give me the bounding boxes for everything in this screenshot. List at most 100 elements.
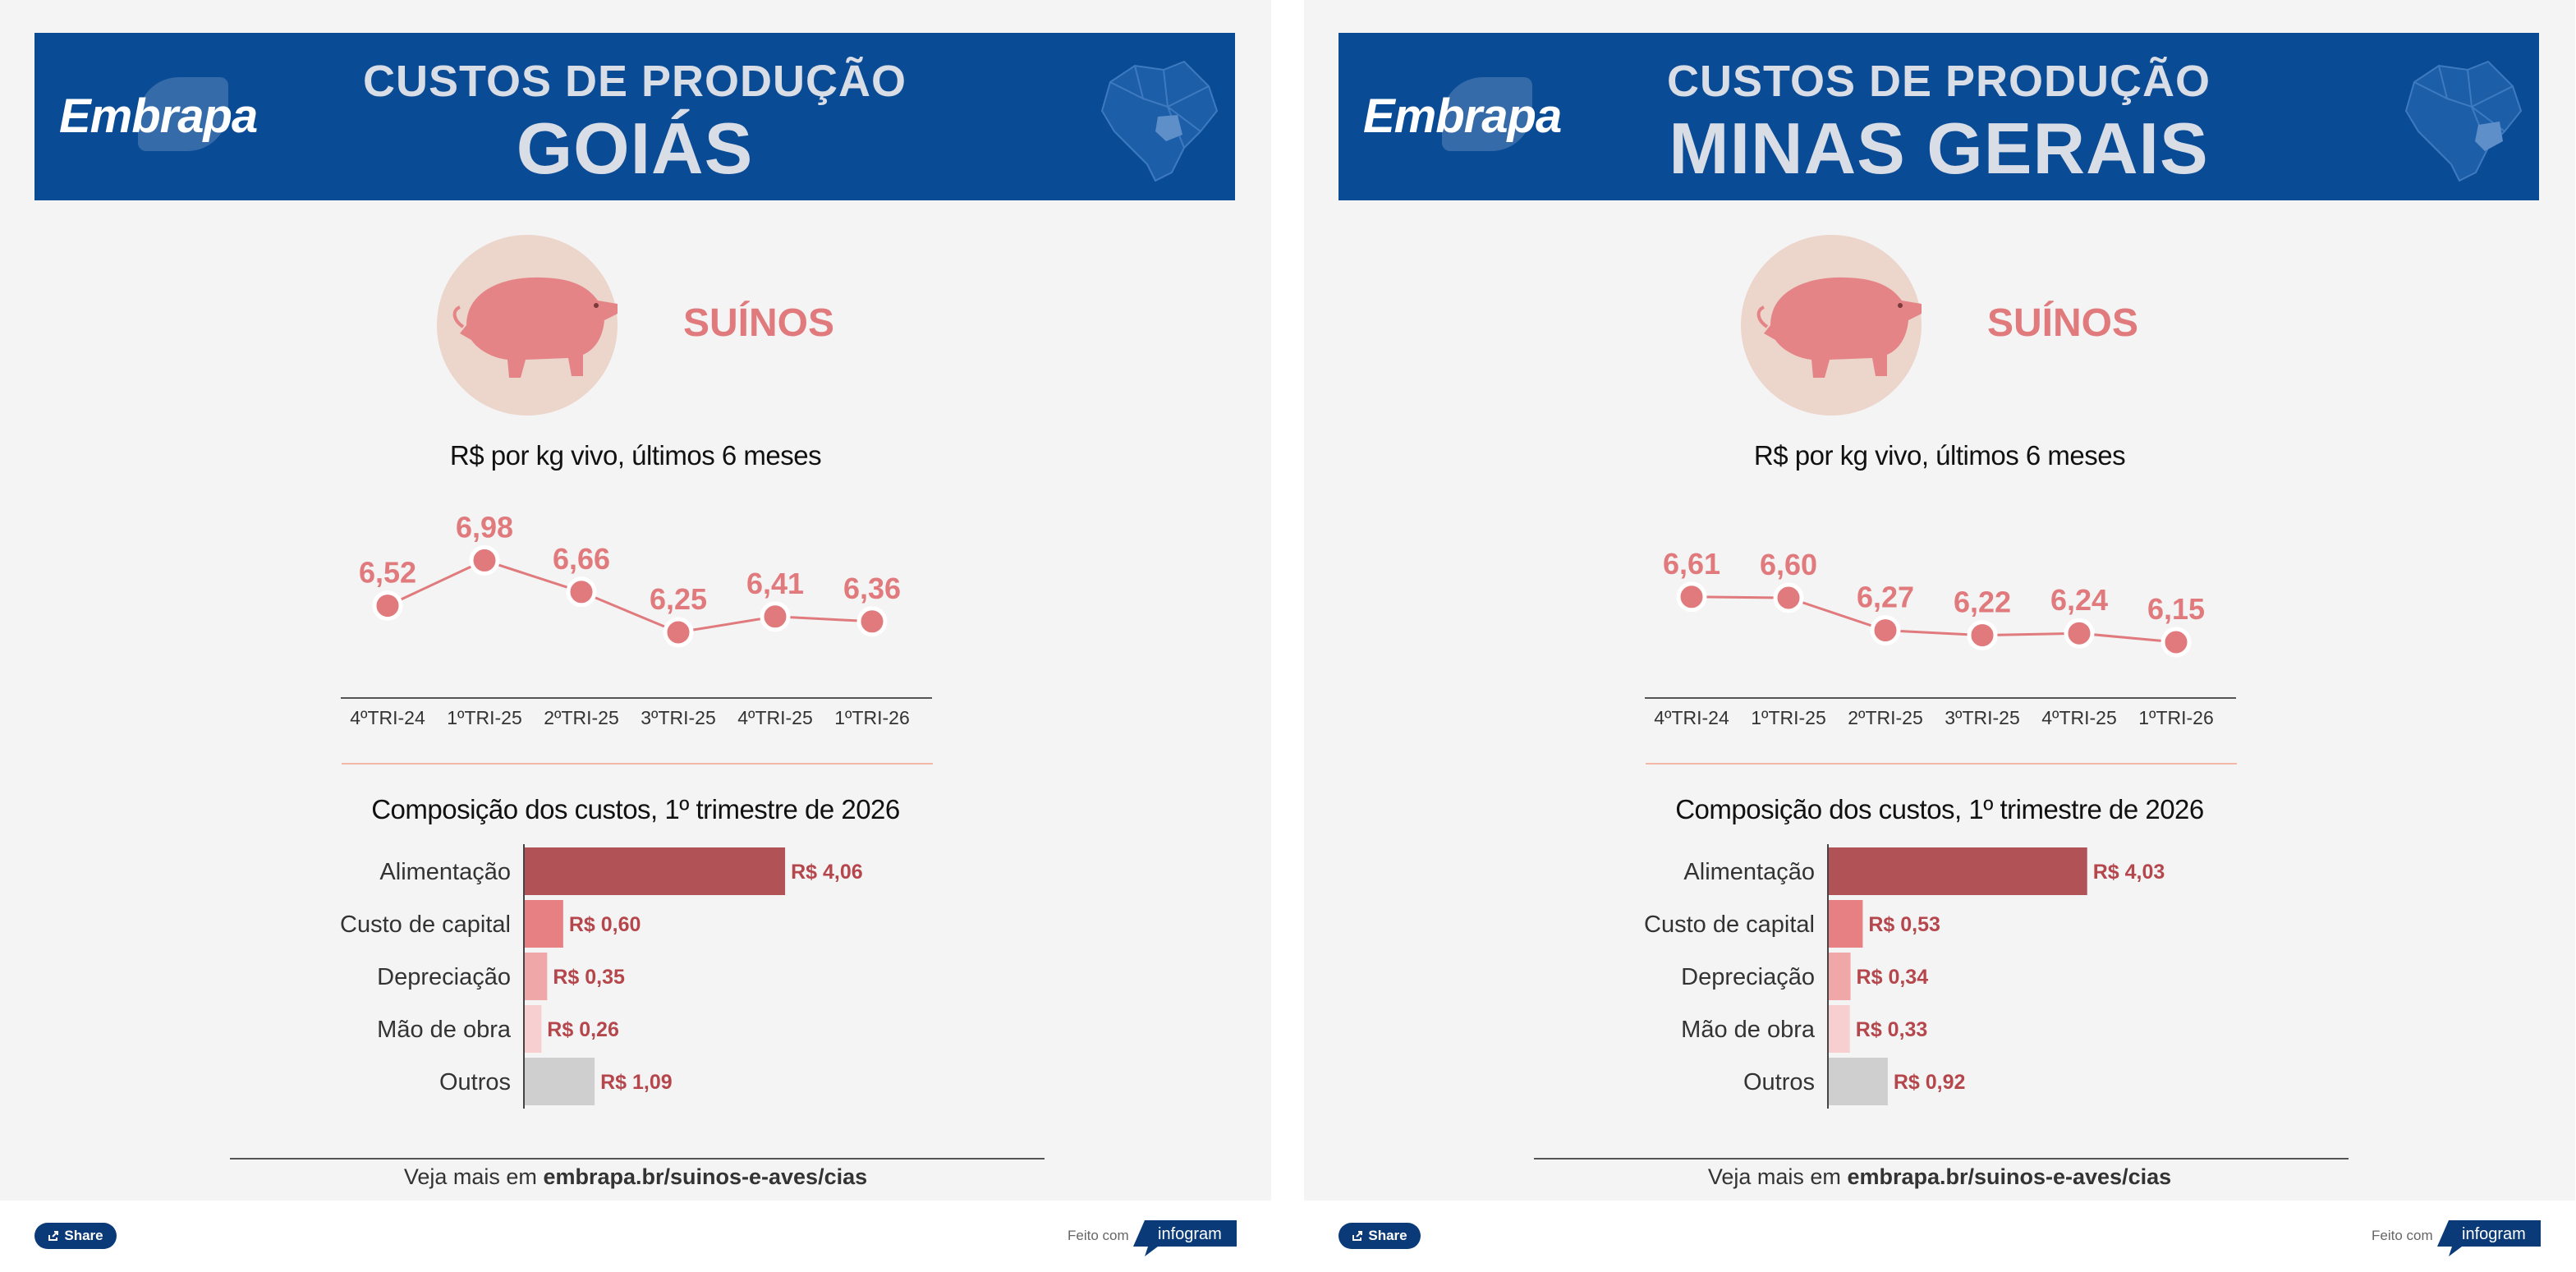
data-point xyxy=(469,544,500,576)
cost-bar-chart: Alimentação R$ 4,06 Custo de capital R$ 0,6… xyxy=(340,844,863,1109)
footer-prefix: Veja mais em xyxy=(403,1164,544,1189)
footer-link[interactable]: embrapa.br/suinos-e-aves/cias xyxy=(543,1164,868,1189)
bar xyxy=(525,847,786,895)
category-label: Outros xyxy=(1743,1069,1815,1095)
category-label: Alimentação xyxy=(379,859,511,885)
category-label: Alimentação xyxy=(1683,859,1815,885)
bar xyxy=(1829,900,1863,948)
bar-chart-title: Composição dos custos, 1º trimestre de 2… xyxy=(371,794,900,824)
category-label: Depreciação xyxy=(1681,964,1815,990)
category-label: Mão de obra xyxy=(377,1017,512,1043)
value-label: R$ 0,33 xyxy=(1856,1018,1928,1041)
infogram-flag-icon xyxy=(1133,1220,1237,1256)
pig-illustration xyxy=(435,235,624,416)
x-tick-label: 1ºTRI-26 xyxy=(2138,707,2213,728)
made-with-text: Feito com xyxy=(1068,1228,1129,1243)
header-title-small: CUSTOS DE PRODUÇÃO xyxy=(1666,57,2211,106)
pig-icon xyxy=(1741,235,1922,416)
x-tick-label: 1ºTRI-26 xyxy=(834,707,909,728)
animal-label: SUÍNOS xyxy=(683,301,835,345)
section-divider xyxy=(342,763,933,765)
logo-swoosh-shape xyxy=(1442,77,1532,151)
value-label: R$ 4,06 xyxy=(791,861,863,884)
value-label: R$ 0,60 xyxy=(569,913,641,936)
data-point xyxy=(856,606,888,637)
data-point xyxy=(2160,627,2192,658)
share-label: Share xyxy=(1368,1228,1407,1243)
infogram-flag-icon xyxy=(2437,1220,2541,1256)
line-chart-title: R$ por kg vivo, últimos 6 meses xyxy=(449,440,822,471)
value-label: R$ 0,53 xyxy=(1868,913,1940,936)
section-divider xyxy=(1646,763,2237,765)
data-point xyxy=(2064,618,2095,649)
data-point xyxy=(566,576,597,608)
footer-link[interactable]: embrapa.br/suinos-e-aves/cias xyxy=(1847,1164,2172,1189)
infographic-card: Embrapa CUSTOS DE PRODUÇÃO GOIÁS SUÍNOS … xyxy=(0,0,1271,1201)
bar xyxy=(525,1058,595,1105)
line-chart-title: R$ por kg vivo, últimos 6 meses xyxy=(1753,440,2126,471)
x-tick-label: 2ºTRI-25 xyxy=(544,707,618,728)
price-line-chart: 6,52 4ºTRI-24 6,98 1ºTRI-25 6,66 2ºTRI-25 6,25… xyxy=(341,510,932,728)
bar xyxy=(1829,1058,1888,1105)
x-tick-label: 3ºTRI-25 xyxy=(641,707,715,728)
data-point xyxy=(1967,620,1998,651)
share-button[interactable]: Share xyxy=(1339,1223,1421,1249)
header-title-small: CUSTOS DE PRODUÇÃO xyxy=(362,57,907,106)
made-with-text: Feito com xyxy=(2372,1228,2433,1243)
logo-text: Embrapa xyxy=(1363,90,1562,143)
category-label: Custo de capital xyxy=(1644,912,1815,938)
infographic-card: Embrapa CUSTOS DE PRODUÇÃO MINAS GERAIS … xyxy=(1304,0,2575,1201)
header-banner: Embrapa CUSTOS DE PRODUÇÃO MINAS GERAIS xyxy=(1339,33,2539,200)
bar xyxy=(525,900,563,948)
x-tick-label: 4ºTRI-24 xyxy=(1654,707,1729,728)
pig-icon xyxy=(437,235,618,416)
series-line xyxy=(1691,595,2177,644)
price-line-chart: 6,61 4ºTRI-24 6,60 1ºTRI-25 6,27 2ºTRI-25 6,22… xyxy=(1645,547,2236,728)
x-tick-label: 4ºTRI-24 xyxy=(350,707,425,728)
data-label: 6,98 xyxy=(456,510,513,544)
data-point xyxy=(1676,581,1707,613)
infogram-badge[interactable]: infogram xyxy=(1133,1220,1237,1256)
header-title-state: GOIÁS xyxy=(516,108,754,189)
data-point xyxy=(1773,582,1804,613)
infogram-badge[interactable]: infogram xyxy=(2437,1220,2541,1256)
value-label: R$ 1,09 xyxy=(600,1071,673,1094)
footer-divider xyxy=(230,1158,1045,1159)
data-point xyxy=(663,617,694,648)
x-tick-label: 2ºTRI-25 xyxy=(1848,707,1922,728)
x-tick-label: 4ºTRI-25 xyxy=(737,707,812,728)
bar xyxy=(1829,847,2087,895)
data-point xyxy=(372,590,403,622)
data-label: 6,27 xyxy=(1857,581,1914,614)
footer-divider xyxy=(1534,1158,2349,1159)
x-tick-label: 1ºTRI-25 xyxy=(1751,707,1825,728)
footer-text: Veja mais em embrapa.br/suinos-e-aves/ci… xyxy=(0,1164,1271,1190)
brazil-map-icon xyxy=(1100,60,1219,182)
data-label: 6,66 xyxy=(553,542,610,576)
panel-minas-gerais: Embrapa CUSTOS DE PRODUÇÃO MINAS GERAIS … xyxy=(1304,0,2575,1272)
data-label: 6,22 xyxy=(1954,585,2011,619)
value-label: R$ 0,34 xyxy=(1857,966,1929,989)
data-label: 6,41 xyxy=(746,567,804,600)
pig-illustration xyxy=(1739,235,1928,416)
x-tick-label: 3ºTRI-25 xyxy=(1945,707,2019,728)
share-button[interactable]: Share xyxy=(34,1223,117,1249)
x-tick-label: 1ºTRI-25 xyxy=(447,707,521,728)
footer-prefix: Veja mais em xyxy=(1707,1164,1848,1189)
data-label: 6,36 xyxy=(843,572,901,605)
data-point xyxy=(1870,615,1901,646)
value-label: R$ 0,26 xyxy=(547,1018,619,1041)
animal-label: SUÍNOS xyxy=(1987,301,2139,345)
data-label: 6,25 xyxy=(650,582,707,616)
panel-goias: Embrapa CUSTOS DE PRODUÇÃO GOIÁS SUÍNOS … xyxy=(0,0,1271,1272)
embrapa-logo: Embrapa xyxy=(59,72,258,163)
logo-swoosh-shape xyxy=(138,77,228,151)
data-label: 6,52 xyxy=(359,556,416,590)
bar-chart-title: Composição dos custos, 1º trimestre de 2… xyxy=(1675,794,2204,824)
data-label: 6,61 xyxy=(1663,547,1720,581)
cost-bar-chart: Alimentação R$ 4,03 Custo de capital R$ 0,5… xyxy=(1644,844,2165,1109)
data-label: 6,60 xyxy=(1760,548,1817,581)
share-icon xyxy=(48,1231,59,1241)
value-label: R$ 0,35 xyxy=(553,966,625,989)
category-label: Mão de obra xyxy=(1681,1017,1816,1043)
